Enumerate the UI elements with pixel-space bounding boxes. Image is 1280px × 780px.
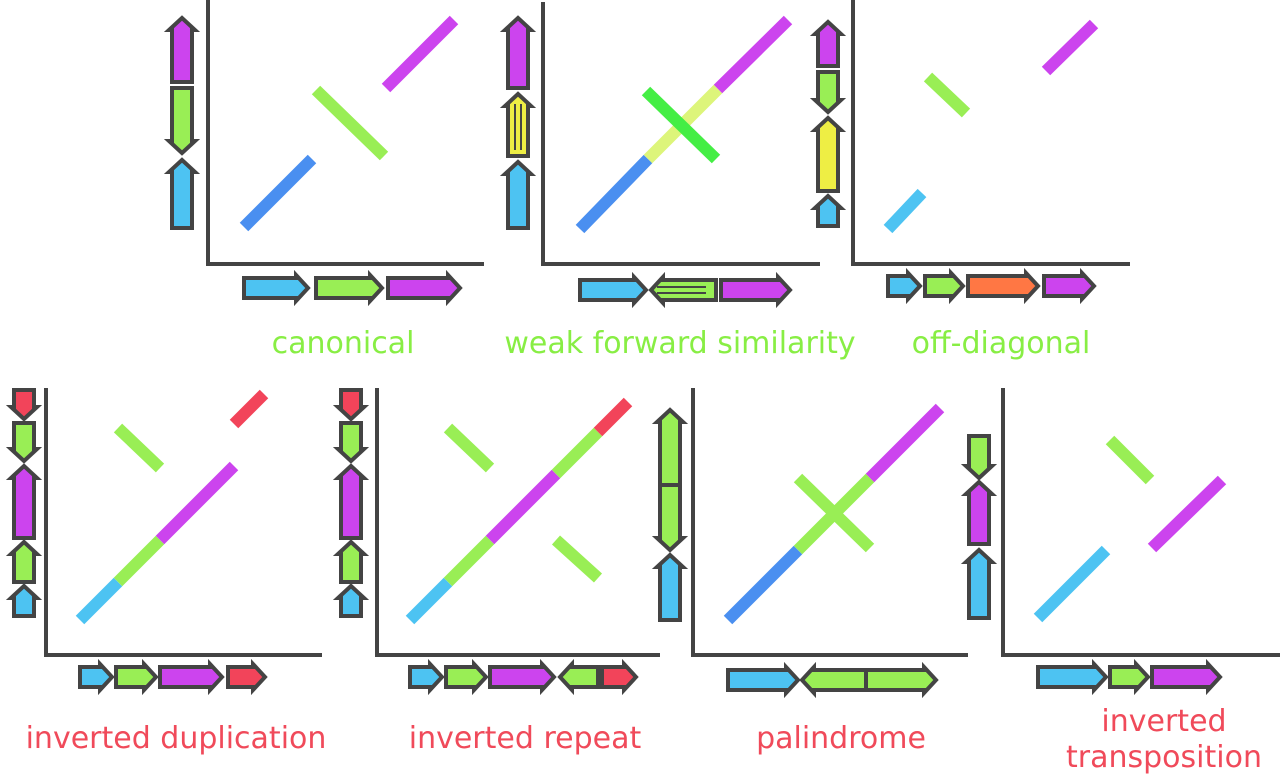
x-gene-arrow — [78, 658, 115, 696]
x-gene-arrow — [648, 271, 718, 309]
match-segment — [75, 577, 123, 625]
x-gene-arrow — [1150, 658, 1223, 696]
label-inverted-duplication: inverted duplication — [25, 721, 327, 756]
y-gene-arrow — [5, 388, 43, 422]
match-segment — [1105, 435, 1155, 485]
x-gene-arrow — [488, 658, 557, 696]
y-gene-arrow — [5, 583, 43, 618]
match-segment — [793, 473, 875, 553]
x-gene-arrow — [719, 271, 793, 309]
match-segment — [405, 577, 453, 625]
y-gene-arrow — [651, 483, 689, 553]
y-gene-arrow — [651, 552, 689, 622]
y-gene-arrow — [332, 583, 370, 618]
match-segment — [1033, 545, 1111, 623]
y-gene-arrow — [960, 479, 998, 546]
y-gene-arrow — [332, 388, 370, 422]
x-gene-arrow — [444, 658, 489, 696]
x-gene-arrow — [864, 661, 939, 699]
y-gene-arrow — [332, 463, 370, 540]
y-gene-arrow — [332, 539, 370, 584]
match-segment — [239, 154, 317, 232]
panel-inverted-duplication — [44, 388, 322, 657]
x-gene-arrow — [578, 271, 649, 309]
panel-weak-forward-similarity — [541, 2, 820, 266]
match-segment — [381, 15, 459, 93]
match-segment — [551, 427, 603, 479]
match-segment — [113, 535, 165, 587]
match-segment — [883, 188, 927, 234]
y-gene-arrow — [499, 159, 537, 230]
x-gene-arrow — [226, 658, 268, 696]
y-gene-arrow — [809, 115, 847, 193]
match-segment — [443, 423, 495, 473]
match-segment — [229, 389, 269, 429]
y-gene-arrow — [499, 91, 537, 158]
match-segment — [723, 545, 803, 625]
x-gene-arrow — [557, 658, 600, 696]
match-segment — [593, 397, 633, 437]
match-segment — [155, 461, 239, 545]
y-gene-arrow — [809, 19, 847, 68]
x-gene-arrow — [966, 267, 1041, 305]
y-gene-arrow — [651, 407, 689, 487]
match-segment — [641, 86, 721, 164]
x-gene-arrow — [799, 661, 868, 699]
y-gene-arrow — [809, 70, 847, 115]
x-gene-arrow — [242, 269, 311, 307]
label-inverted-repeat: inverted repeat — [408, 721, 642, 756]
label-canonical: canonical — [271, 326, 415, 361]
panel-inverted-repeat — [375, 388, 660, 657]
y-gene-arrow — [5, 421, 43, 464]
label-palindrome: palindrome — [756, 721, 926, 756]
match-segment — [113, 423, 165, 473]
y-gene-arrow — [499, 15, 537, 90]
y-gene-arrow — [332, 421, 370, 464]
y-gene-arrow — [960, 547, 998, 620]
y-gene-arrow — [163, 86, 201, 156]
y-gene-arrow — [163, 15, 201, 84]
match-segment — [551, 535, 603, 583]
match-segment — [865, 403, 945, 483]
panel-off-diagonal — [851, 0, 1130, 266]
panel-palindrome — [691, 388, 968, 657]
match-segment — [485, 469, 561, 545]
x-gene-arrow — [1036, 658, 1109, 696]
label-weak-forward-similarity: weak forward similarity — [504, 326, 856, 361]
match-segment — [311, 85, 389, 161]
panel-canonical — [206, 0, 484, 266]
y-gene-arrow — [163, 157, 201, 230]
match-segment — [923, 72, 971, 118]
match-segment — [1147, 475, 1227, 553]
label-inverted-transposition: inverted transposition — [1066, 704, 1262, 775]
x-gene-arrow — [408, 658, 445, 696]
match-segment — [1041, 19, 1099, 76]
x-gene-arrow — [923, 267, 966, 305]
x-gene-arrow — [386, 269, 463, 307]
label-off-diagonal: off-diagonal — [911, 326, 1091, 361]
match-segment — [575, 154, 653, 234]
y-gene-arrow — [960, 434, 998, 481]
x-gene-arrow — [1108, 658, 1151, 696]
x-gene-arrow — [114, 658, 159, 696]
match-segment — [443, 535, 495, 587]
x-gene-arrow — [726, 661, 801, 699]
x-gene-arrow — [1042, 267, 1097, 305]
x-gene-arrow — [886, 267, 923, 305]
x-gene-arrow — [600, 658, 639, 696]
panel-inverted-transposition — [1001, 388, 1280, 657]
x-gene-arrow — [314, 269, 385, 307]
x-gene-arrow — [158, 658, 225, 696]
y-gene-arrow — [5, 539, 43, 584]
y-gene-arrow — [5, 463, 43, 540]
y-gene-arrow — [809, 193, 847, 228]
match-segment — [713, 15, 793, 94]
